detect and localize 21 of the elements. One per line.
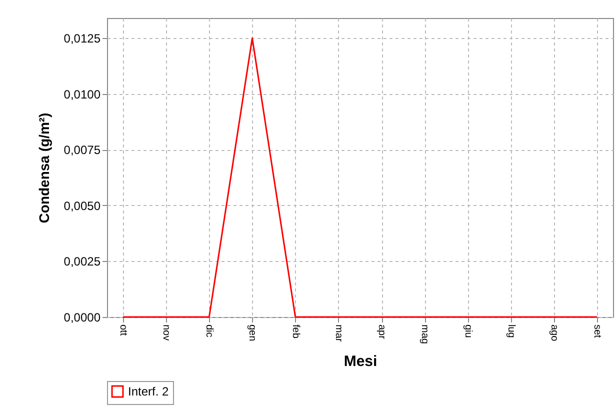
x-tick-label: set	[592, 324, 603, 338]
x-tick-label: gen	[246, 324, 258, 342]
x-tick-label: giu	[462, 324, 474, 338]
x-tick-label: apr	[376, 324, 388, 340]
x-tick-label: mag	[419, 324, 430, 344]
y-tick-label: 0,0125	[64, 32, 101, 46]
y-tick-label: 0,0100	[64, 87, 101, 102]
x-tick-label: mar	[332, 324, 344, 342]
x-axis-title: Mesi	[344, 352, 378, 370]
x-tick-label: ago	[548, 324, 560, 342]
legend-label: Interf. 2	[128, 384, 170, 398]
y-tick-label: 0,0025	[64, 254, 101, 269]
y-tick-label: 0,0050	[64, 198, 101, 213]
x-tick-label: dic	[204, 324, 215, 338]
x-tick-label: lug	[505, 324, 516, 338]
x-tick-label: nov	[160, 324, 172, 341]
y-tick-label: 0,0000	[64, 310, 101, 324]
x-tick-label: ott	[117, 324, 128, 336]
x-tick-label: feb	[290, 324, 301, 339]
y-tick-label: 0,0075	[64, 143, 101, 158]
y-axis-title: Condensa (g/m²)	[36, 112, 52, 224]
